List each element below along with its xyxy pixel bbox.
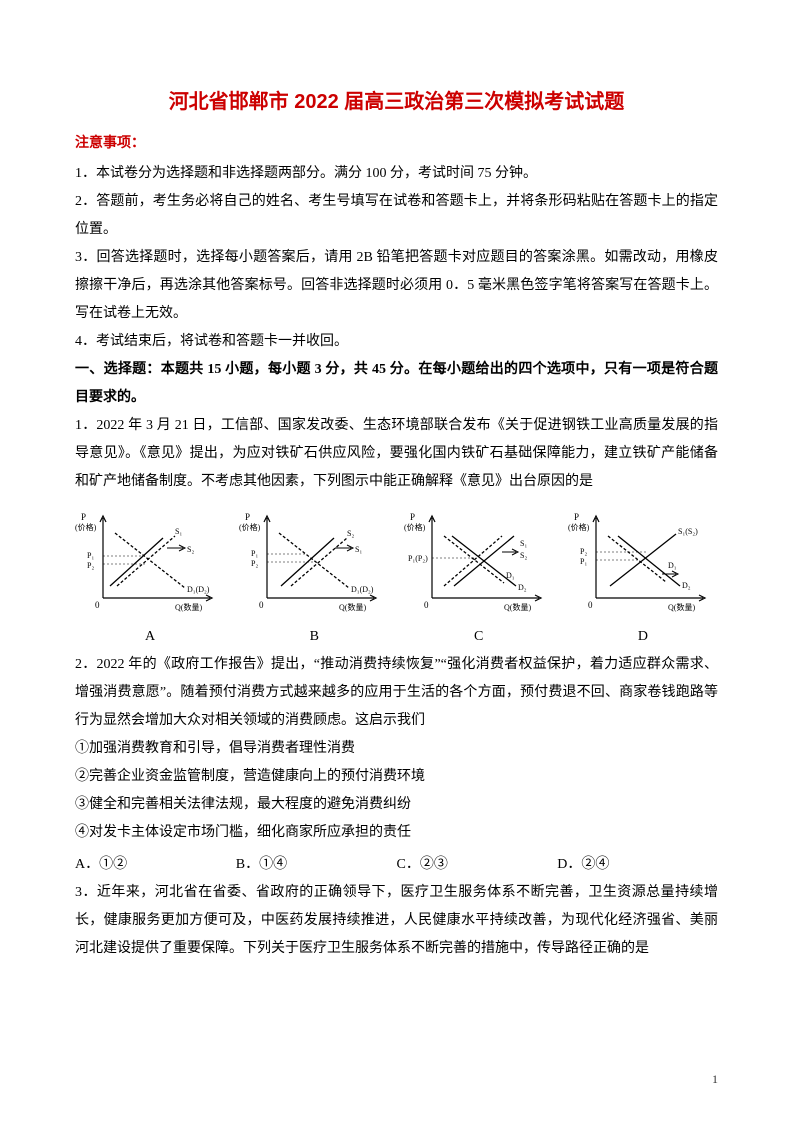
svg-text:P₁: P₁ (87, 551, 94, 560)
svg-text:0: 0 (259, 600, 264, 610)
svg-text:P₁: P₁ (580, 557, 587, 566)
svg-text:Q(数量): Q(数量) (504, 602, 531, 612)
svg-text:D₂: D₂ (518, 583, 527, 592)
question-2-opt3: ③健全和完善相关法律法规，最大程度的避免消费纠纷 (75, 791, 718, 819)
question-2-stem: 2．2022 年的《政府工作报告》提出，“推动消费持续恢复”“强化消费者权益保护… (75, 651, 718, 735)
notice-item: 3．回答选择题时，选择每小题答案后，请用 2B 铅笔把答题卡对应题目的答案涂黑。… (75, 244, 718, 328)
svg-text:P: P (81, 512, 86, 522)
notice-item: 1．本试卷分为选择题和非选择题两部分。满分 100 分，考试时间 75 分钟。 (75, 160, 718, 188)
svg-text:S₂: S₂ (520, 551, 527, 560)
svg-text:P: P (245, 512, 250, 522)
question-2-opt2: ②完善企业资金监管制度，营造健康向上的预付消费环境 (75, 763, 718, 791)
page-number: 1 (712, 1072, 718, 1087)
notice-item: 2．答题前，考生务必将自己的姓名、考生号填写在试卷和答题卡上，并将条形码粘贴在答… (75, 188, 718, 244)
notice-item: 4．考试结束后，将试卷和答题卡一并收回。 (75, 328, 718, 356)
svg-text:P₂: P₂ (580, 547, 587, 556)
section-header: 一、选择题：本题共 15 小题，每小题 3 分，共 45 分。在每小题给出的四个… (75, 356, 718, 412)
choice-b: B．①④ (236, 851, 397, 879)
svg-text:P₂: P₂ (87, 561, 94, 570)
exam-title: 河北省邯郸市 2022 届高三政治第三次模拟考试试题 (75, 85, 718, 114)
chart-d: P (价格) 0 Q(数量) S₁(S₂) D₁ D₂ P₂ P₁ (568, 508, 718, 645)
svg-text:D₂: D₂ (682, 581, 691, 590)
question-2-opt4: ④对发卡主体设定市场门槛，细化商家所应承担的责任 (75, 819, 718, 847)
svg-text:P: P (410, 512, 415, 522)
chart-b: P (价格) 0 Q(数量) D₁(D₂) S₁ S₂ P₁ P₂ (239, 508, 389, 645)
chart-row: P (价格) 0 Q(数量) D₁(D₂) S₁ S₂ P₁ P₂ (75, 508, 718, 645)
svg-text:D₁: D₁ (668, 561, 677, 570)
question-2-opt1: ①加强消费教育和引导，倡导消费者理性消费 (75, 735, 718, 763)
svg-text:D₁(D₂): D₁(D₂) (187, 585, 210, 594)
svg-text:S₁(S₂): S₁(S₂) (678, 527, 698, 536)
chart-d-label: D (568, 629, 718, 645)
svg-text:S₂: S₂ (187, 545, 194, 554)
svg-text:P₁: P₁ (251, 549, 258, 558)
chart-a: P (价格) 0 Q(数量) D₁(D₂) S₁ S₂ P₁ P₂ (75, 508, 225, 645)
svg-text:P₂: P₂ (251, 559, 258, 568)
choice-c: C．②③ (397, 851, 558, 879)
chart-c: P (价格) 0 Q(数量) S₁ S₂ D₁ D₂ P₁(P₂) (404, 508, 554, 645)
svg-text:S₁: S₁ (175, 527, 182, 536)
svg-text:D₁(D₂): D₁(D₂) (351, 585, 374, 594)
svg-text:S₁: S₁ (355, 545, 362, 554)
svg-text:S₂: S₂ (347, 529, 354, 538)
svg-text:0: 0 (424, 600, 429, 610)
choice-a: A．①② (75, 851, 236, 879)
svg-text:P₁(P₂): P₁(P₂) (408, 554, 428, 563)
chart-a-label: A (75, 629, 225, 645)
svg-text:P: P (574, 512, 579, 522)
svg-text:(价格): (价格) (568, 522, 590, 532)
question-3-stem: 3．近年来，河北省在省委、省政府的正确领导下，医疗卫生服务体系不断完善，卫生资源… (75, 879, 718, 963)
svg-text:0: 0 (588, 600, 593, 610)
svg-text:Q(数量): Q(数量) (175, 602, 202, 612)
question-1-stem: 1．2022 年 3 月 21 日，工信部、国家发改委、生态环境部联合发布《关于… (75, 412, 718, 496)
svg-text:(价格): (价格) (75, 522, 97, 532)
notice-header: 注意事项： (75, 132, 718, 152)
chart-c-label: C (404, 629, 554, 645)
choice-d: D．②④ (557, 851, 718, 879)
chart-b-label: B (239, 629, 389, 645)
svg-text:Q(数量): Q(数量) (668, 602, 695, 612)
svg-text:0: 0 (95, 600, 100, 610)
svg-text:(价格): (价格) (404, 522, 426, 532)
svg-text:(价格): (价格) (239, 522, 261, 532)
question-2-choices: A．①② B．①④ C．②③ D．②④ (75, 851, 718, 879)
svg-text:S₁: S₁ (520, 539, 527, 548)
svg-text:Q(数量): Q(数量) (339, 602, 366, 612)
